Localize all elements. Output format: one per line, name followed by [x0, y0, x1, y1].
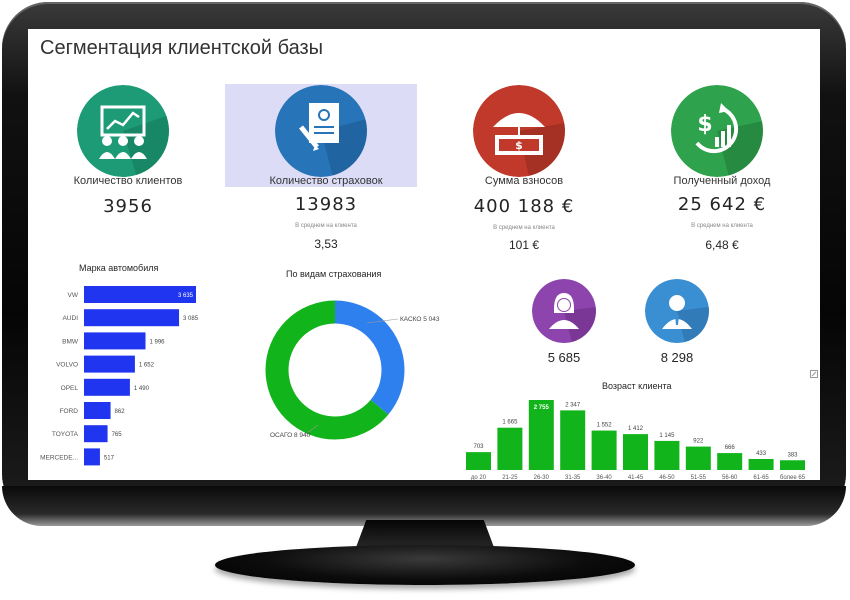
kpi-income-sub: В среднем на клиента: [691, 223, 753, 229]
brand-bar: [84, 286, 196, 303]
brand-bar: [84, 309, 180, 327]
insurance-type-chart-title: По видам страхования: [286, 269, 382, 279]
age-bar-label: 2 347: [565, 402, 581, 408]
age-bar: [748, 458, 774, 470]
brand-tick-label: BMW: [62, 338, 79, 345]
brand-bar-label: 1 652: [139, 363, 155, 369]
brand-bar-label: 517: [104, 455, 115, 461]
brand-tick-label: VW: [68, 292, 79, 299]
age-bar: [466, 452, 491, 470]
age-tick-label: 46-50: [659, 475, 675, 480]
svg-text:$: $: [697, 112, 712, 137]
page-title: Сегментация клиентской базы: [40, 37, 324, 59]
male-count: 8 298: [660, 350, 694, 365]
brand-bar: [84, 402, 111, 419]
age-bar: [591, 430, 617, 470]
age-bar: [623, 434, 648, 470]
document-icon[interactable]: [275, 85, 367, 177]
kpi-premiums-avg: 101 €: [508, 238, 540, 252]
dollar-growth-icon[interactable]: $: [671, 85, 763, 177]
age-bar: [560, 410, 586, 470]
kpi-premiums-label: Сумма взносов: [484, 175, 564, 187]
kpi-income-avg: 6,48 €: [705, 238, 739, 252]
brand-bar-label: 3 635: [178, 293, 194, 299]
donut-leader-line: [366, 318, 399, 324]
brand-tick-label: OPEL: [61, 385, 79, 392]
brand-bar-label: 1 996: [149, 339, 165, 345]
kpi-premiums-sub: В среднем на клиента: [493, 225, 555, 231]
age-tick-label: 31-35: [565, 475, 581, 480]
monitor-chin: [2, 486, 846, 526]
age-tick-label: 41-45: [628, 475, 644, 480]
insurance-type-chart: КАСКО 5 043 ОСАГО 8 940: [265, 300, 440, 440]
age-tick-label: 36-40: [596, 475, 612, 480]
dashboard-screen: Сегментация клиентской базы Количество к…: [28, 29, 820, 480]
age-tick-label: 26-30: [534, 475, 550, 480]
age-bar-label: 703: [473, 444, 484, 450]
age-bar-label: 383: [787, 452, 798, 458]
age-bar: [497, 427, 523, 470]
age-tick-label: 61-65: [753, 475, 769, 480]
age-bar-label: 666: [725, 445, 736, 451]
expand-icon[interactable]: [810, 370, 818, 378]
age-bar: [717, 453, 743, 470]
brand-tick-label: VOLVO: [56, 362, 78, 369]
donut-leader-line: [305, 424, 319, 435]
money-umbrella-icon[interactable]: $: [473, 85, 565, 177]
age-tick-label: 21-25: [502, 475, 518, 480]
age-bar-label: 2 755: [534, 405, 550, 411]
brand-tick-label: MERCEDE...: [40, 454, 78, 461]
brand-bar: [84, 448, 100, 466]
age-bar: [654, 440, 680, 470]
brand-bar: [84, 355, 135, 373]
kpi-policies-sub: В среднем на клиента: [295, 223, 357, 229]
donut-slice: [265, 300, 405, 440]
brand-tick-label: TOYOTA: [52, 431, 79, 438]
brand-bar: [84, 378, 130, 396]
brand-bar-label: 862: [115, 409, 126, 415]
age-bar-label: 1 552: [597, 423, 613, 429]
age-bar-label: 1 665: [502, 420, 518, 426]
brand-bar-label: 3 085: [183, 316, 199, 322]
age-bar: [780, 460, 805, 470]
age-tick-label: более 65: [780, 475, 806, 480]
age-tick-label: до 20: [471, 475, 487, 480]
kpi-clients-label: Количество клиентов: [73, 175, 183, 187]
age-bar-label: 433: [756, 451, 767, 457]
brand-bar: [84, 332, 146, 350]
age-chart: 703 до 20 1 665 21-25 2 755 26-30 2 347 31-35 1 …: [466, 400, 806, 480]
age-tick-label: 56-60: [722, 475, 738, 480]
car-brand-chart: VW 3 635 AUDI 3 085 BMW 1 996 VOLVO 1 652 OPEL 1 …: [40, 286, 199, 466]
age-chart-title: Возраст клиента: [602, 381, 672, 391]
male-user-icon[interactable]: [645, 279, 709, 343]
kpi-income-label: Полученный доход: [673, 175, 771, 187]
kpi-policies-label: Количество страховок: [269, 175, 383, 187]
age-tick-label: 51-55: [691, 475, 707, 480]
female-count: 5 685: [547, 350, 581, 365]
brand-bar: [84, 425, 108, 443]
brand-bar-label: 765: [112, 432, 123, 438]
female-user-icon[interactable]: [532, 279, 596, 343]
kpi-policies-avg: 3,53: [314, 237, 338, 251]
svg-text:$: $: [515, 139, 523, 152]
monitor-stand-base: [215, 545, 635, 585]
age-bar-label: 1 145: [659, 433, 675, 439]
presentation-icon[interactable]: [77, 85, 169, 177]
age-bar: [528, 400, 554, 470]
kpi-clients-value: 3956: [103, 196, 153, 217]
brand-tick-label: AUDI: [62, 315, 78, 322]
donut-label-osago: ОСАГО 8 940: [270, 432, 311, 439]
age-bar-label: 1 412: [628, 426, 644, 432]
brand-bar-label: 1 490: [134, 386, 150, 392]
donut-label-kasko: КАСКО 5 043: [400, 316, 440, 323]
kpi-policies-value: 13983: [294, 194, 358, 215]
age-bar: [685, 446, 711, 470]
brand-tick-label: FORD: [60, 408, 79, 415]
age-bar-label: 922: [693, 439, 704, 445]
kpi-income-value: 25 642 €: [677, 194, 767, 215]
car-brand-chart-title: Марка автомобиля: [79, 263, 159, 273]
kpi-premiums-value: 400 188 €: [473, 196, 575, 217]
